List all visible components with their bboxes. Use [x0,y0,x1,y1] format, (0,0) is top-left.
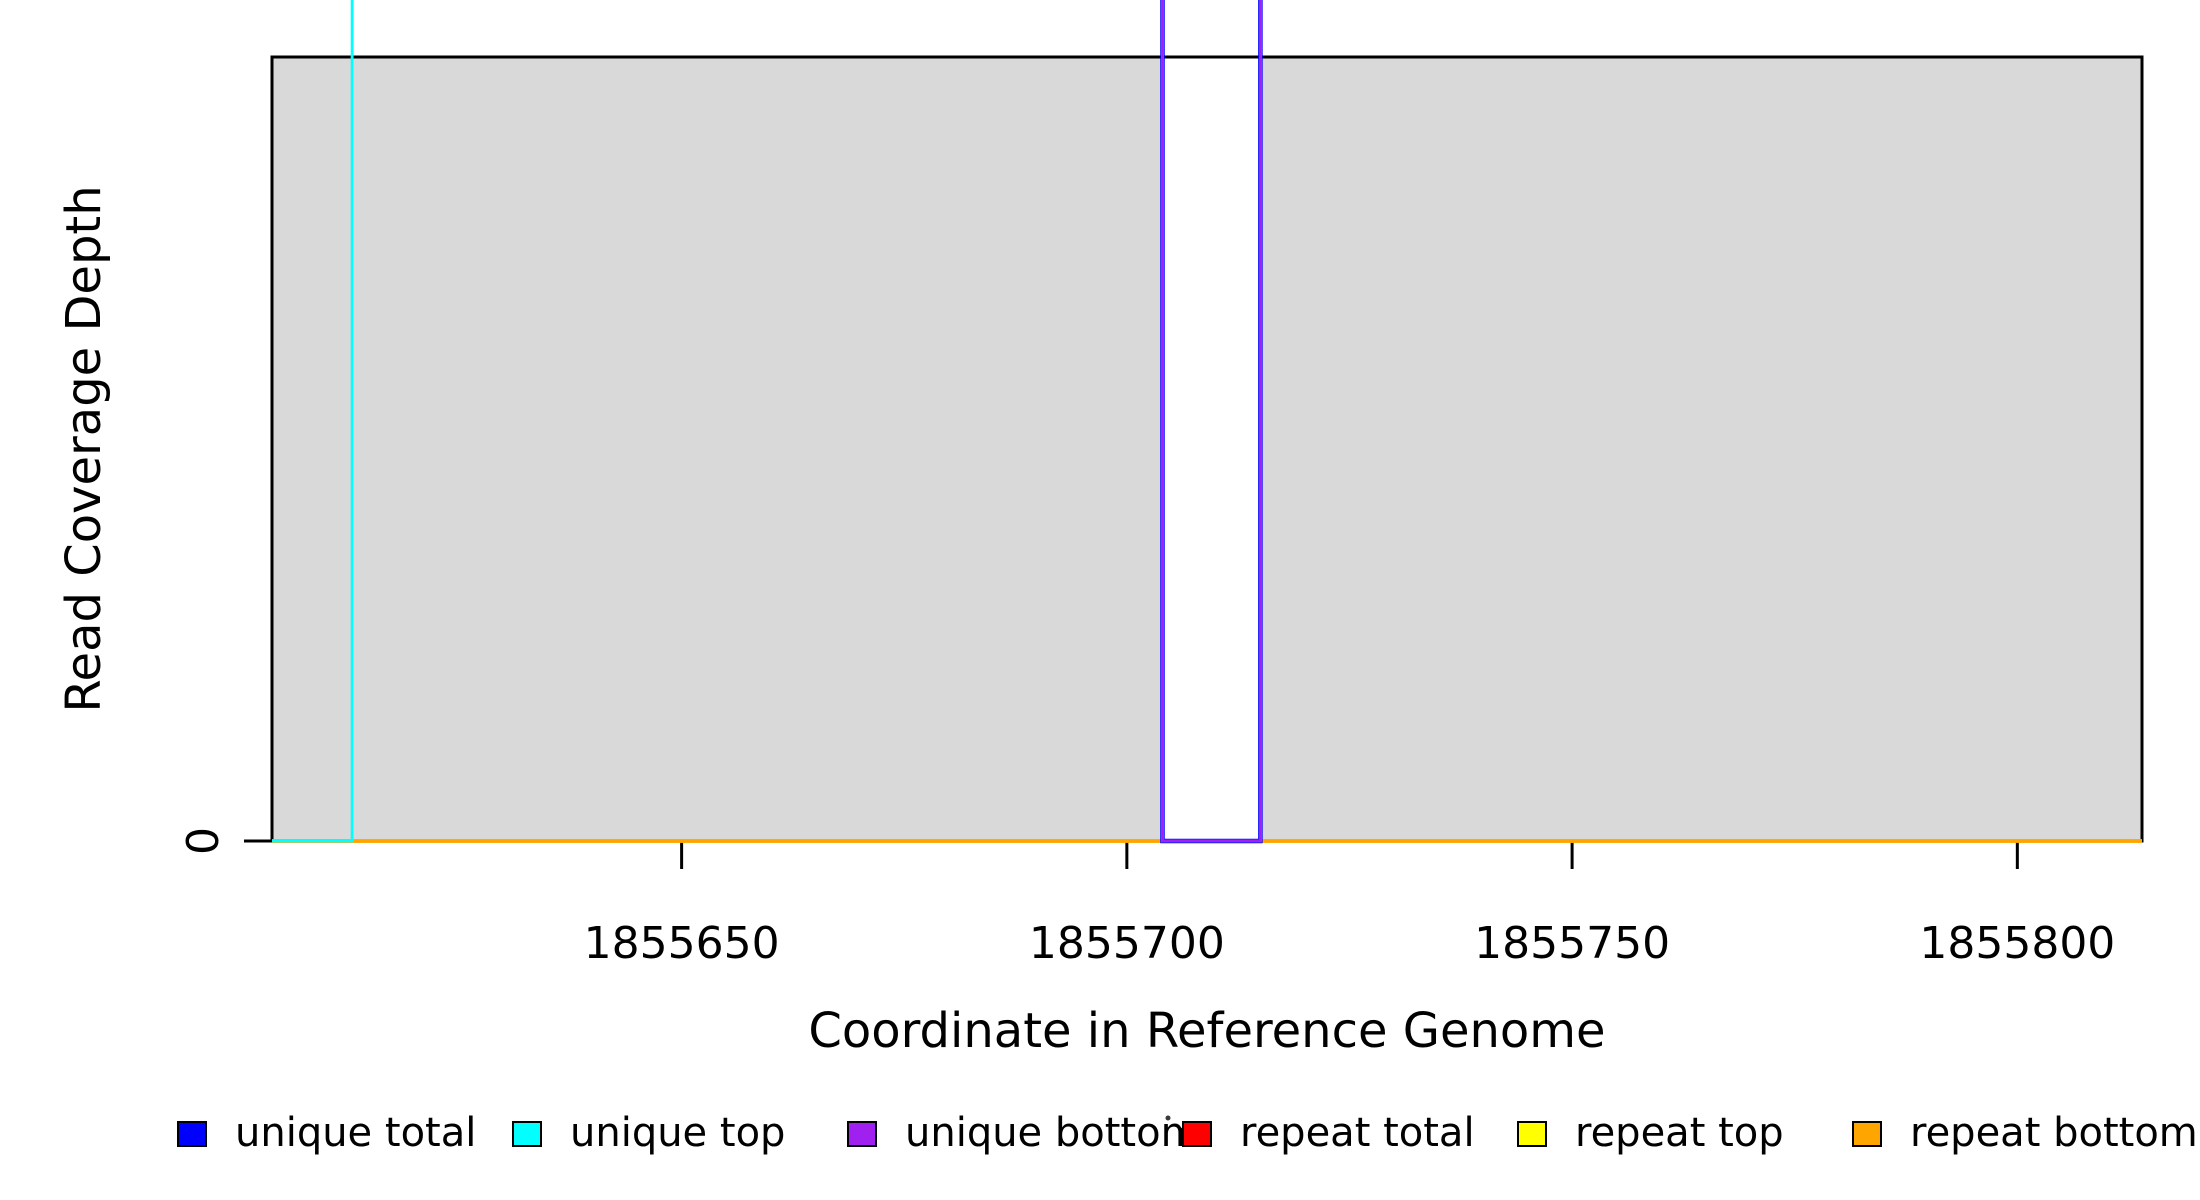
legend-label: unique top [570,1110,785,1156]
legend-swatch [1852,1121,1882,1147]
legend-item-repeat-top: repeat top [1517,1110,1784,1156]
legend-label: unique bottom [905,1110,1200,1156]
legend-label: unique total [235,1110,476,1156]
legend-swatch [1517,1121,1547,1147]
legend-item-unique-total: unique total [177,1110,476,1156]
legend-item-unique-bottom: unique bottom [847,1110,1200,1156]
legend-swatch [512,1121,542,1147]
legend: unique total unique top unique bottom repea… [177,1110,2198,1156]
stray-dot-mark [1165,1115,1171,1121]
legend-item-repeat-bottom: repeat bottom [1852,1110,2198,1156]
x-tick-label: 1855700 [1029,918,1225,969]
legend-swatch [847,1121,877,1147]
x-tick-label: 1855750 [1474,918,1670,969]
x-tick-label: 1855800 [1919,918,2115,969]
x-axis-title: Coordinate in Reference Genome [808,1003,1605,1059]
axes: 1855650185570018557501855800051015 [178,827,2115,969]
legend-swatch [177,1121,207,1147]
coverage-series [272,0,2142,844]
legend-item-unique-top: unique top [512,1110,785,1156]
y-tick-label: 0 [178,827,229,855]
x-tick-label: 1855650 [584,918,780,969]
legend-label: repeat total [1240,1110,1475,1156]
legend-swatch [1182,1121,1212,1147]
legend-label: repeat top [1575,1110,1784,1156]
axis-titles: Coordinate in Reference Genome Read Cove… [56,185,1606,1059]
covered-region [1260,57,2142,841]
covered-region [272,57,1163,841]
legend-label: repeat bottom [1910,1110,2198,1156]
covered-region-shading [272,57,2142,841]
legend-item-repeat-total: repeat total [1182,1110,1475,1156]
y-axis-title: Read Coverage Depth [56,185,112,712]
